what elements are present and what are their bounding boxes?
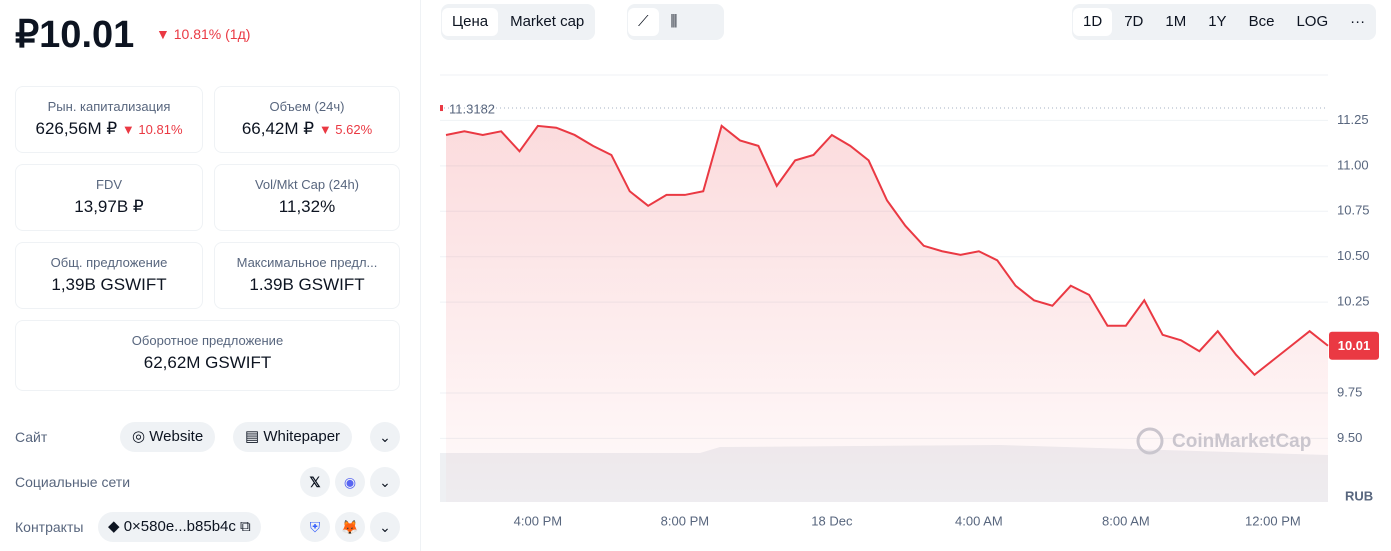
whitepaper: Whitepaper	[263, 428, 341, 445]
y-tick-label: 10.25	[1337, 294, 1370, 309]
stat-label: Объем (24ч)	[269, 99, 345, 114]
change: 5.62%	[335, 122, 373, 137]
log[interactable]: LOG	[1296, 13, 1329, 30]
range[interactable]: 1D	[1073, 8, 1113, 36]
stat-label: Рын. капитализация	[47, 99, 171, 114]
y-tick-label: 10.75	[1337, 203, 1370, 218]
high-label: 11.3182	[449, 101, 495, 116]
whitepaper-button[interactable]: ▤ Whitepaper	[233, 422, 353, 452]
value: 66,42M ₽	[241, 119, 315, 138]
area	[446, 125, 1328, 503]
candle-type[interactable]: ⫼	[670, 13, 678, 30]
stat-change: ▼ 10.81%	[121, 122, 183, 137]
stat-card: Рын. капитализация 626,56M ₽ ▼ 10.81%	[15, 86, 203, 153]
down-icon: ▼	[156, 26, 170, 42]
site-label: Сайт	[15, 429, 48, 445]
price-line	[445, 124, 1329, 377]
expand-button[interactable]: ⌄	[370, 467, 400, 497]
range-group: 1D 7D 1M 1Y Все LOG ···	[1072, 4, 1377, 40]
change-text: 10.81% (1д)	[173, 26, 251, 42]
price: ₽10.01	[15, 14, 135, 56]
x-icon[interactable]: 𝕏	[300, 467, 330, 497]
stat-label: Оборотное предложение	[131, 333, 284, 348]
x-tick-label: 18 Dec	[811, 513, 853, 528]
stat-label: Общ. предложение	[50, 255, 168, 270]
social-label: Социальные сети	[15, 474, 131, 490]
website-button[interactable]: ◎ Website	[120, 422, 216, 452]
stat-value: 626,56M ₽ ▼ 10.81%	[16, 119, 202, 139]
range[interactable]: 1M	[1165, 13, 1187, 30]
chart-type-group: ⟋ ⫼	[627, 4, 724, 40]
stat-label: Максимальное предл...	[236, 255, 378, 270]
stat-card: FDV 13,97B ₽	[15, 164, 203, 231]
stat-value: 1,39B GSWIFT	[51, 275, 167, 294]
contract: 0×580e...b85b4c	[123, 518, 236, 535]
stat-value: 13,97B ₽	[74, 197, 144, 216]
change: 10.81%	[138, 122, 183, 137]
x-tick-label: 12:00 PM	[1245, 513, 1301, 528]
stat-value: 11,32%	[278, 197, 336, 216]
tab-group: Цена Market cap	[441, 4, 596, 40]
stat-card: Максимальное предл... 1.39B GSWIFT	[214, 242, 400, 309]
high-tick	[440, 105, 443, 112]
metamask-icon[interactable]: 🦊	[335, 512, 365, 542]
stat-value: 66,42M ₽ ▼ 5.62%	[215, 119, 399, 139]
stat-label: Vol/Mkt Cap (24h)	[254, 177, 360, 192]
range[interactable]: 1Y	[1208, 13, 1227, 30]
current-label: 10.01	[1338, 338, 1371, 353]
x-tick-label: 8:00 PM	[661, 513, 709, 528]
current-box	[1329, 331, 1379, 360]
line-type[interactable]: ⟋	[628, 8, 659, 36]
range[interactable]: 7D	[1124, 13, 1144, 30]
stat-card: Vol/Mkt Cap (24h) 11,32%	[214, 164, 400, 231]
expand-button[interactable]: ⌄	[370, 422, 400, 452]
stat-card: Общ. предложение 1,39B GSWIFT	[15, 242, 203, 309]
x-tick-label: 8:00 AM	[1102, 513, 1150, 528]
stat-card: Оборотное предложение 62,62M GSWIFT	[15, 320, 400, 391]
stat-value: 1.39B GSWIFT	[249, 275, 365, 294]
x-tick-label: 4:00 PM	[514, 513, 562, 528]
stat-change: ▼ 5.62%	[318, 122, 373, 137]
price-change: ▼ 10.81% (1д)	[156, 26, 250, 42]
value: 626,56M ₽	[35, 119, 118, 138]
range[interactable]: Все	[1248, 13, 1275, 30]
expand-button[interactable]: ⌄	[370, 512, 400, 542]
unit-label: RUB	[1345, 488, 1373, 503]
shield-icon[interactable]: ⛨	[300, 512, 330, 542]
website: Website	[149, 428, 204, 445]
discord-icon[interactable]: ◉	[335, 467, 365, 497]
stat-value: 62,62M GSWIFT	[143, 353, 272, 372]
stat-card[interactable]: Объем (24ч) 66,42M ₽ ▼ 5.62%	[214, 86, 400, 153]
tab[interactable]: Цена	[442, 8, 499, 36]
more[interactable]: ···	[1350, 13, 1366, 30]
stat-label: FDV	[96, 177, 122, 192]
y-tick-label: 11.25	[1337, 112, 1369, 127]
tab[interactable]: Market cap	[510, 13, 585, 30]
divider	[420, 0, 421, 551]
contract-button[interactable]: ◆ 0×580e...b85b4c ⧉	[98, 512, 261, 542]
y-tick-label: 9.75	[1337, 384, 1362, 399]
x-tick-label: 4:00 AM	[955, 513, 1003, 528]
y-tick-label: 9.50	[1337, 430, 1362, 445]
y-tick-label: 11.00	[1337, 157, 1369, 172]
y-tick-label: 10.50	[1337, 248, 1370, 263]
contracts-label: Контракты	[15, 519, 84, 535]
